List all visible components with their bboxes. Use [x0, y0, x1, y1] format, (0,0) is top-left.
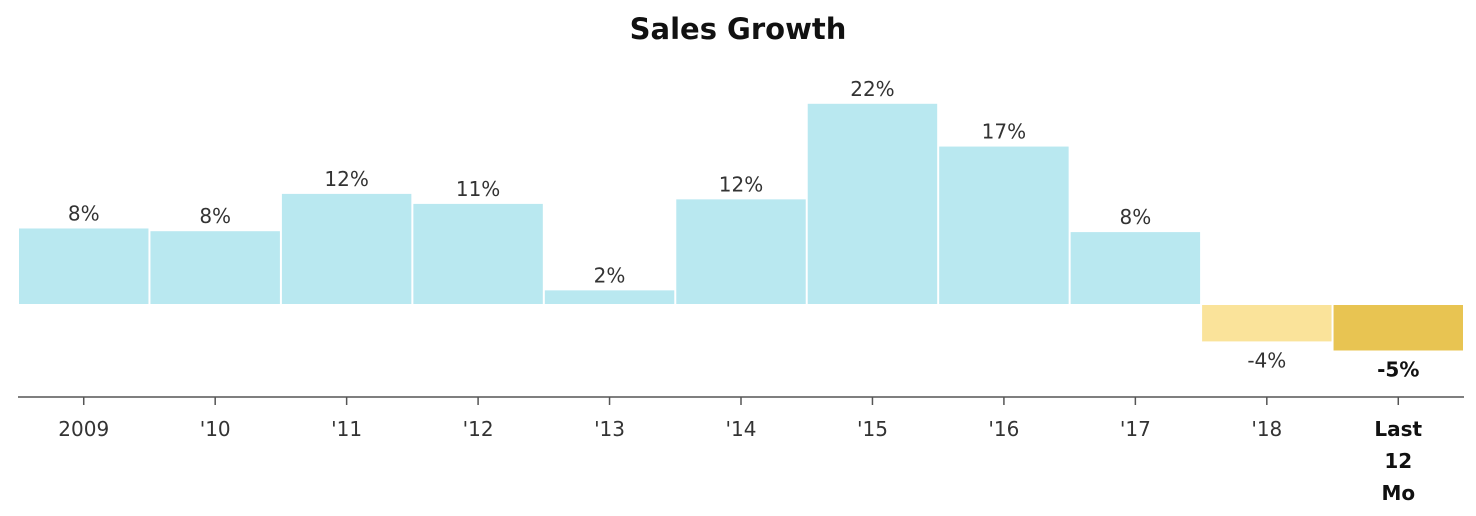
bar-10: [1333, 305, 1463, 351]
bar-3: [413, 203, 543, 304]
chart-title: Sales Growth: [629, 12, 847, 46]
x-tick-label-6: '15: [857, 417, 888, 441]
value-label-7: 17%: [982, 120, 1026, 144]
value-label-5: 12%: [719, 172, 763, 196]
x-tick-label-5: '14: [726, 417, 757, 441]
bar-6: [807, 103, 938, 304]
x-tick-label-2: '11: [331, 417, 362, 441]
x-tick-label-8: '17: [1120, 417, 1151, 441]
value-label-3: 11%: [456, 177, 500, 201]
x-tick-label-10-0: Last: [1374, 417, 1422, 441]
value-label-2: 12%: [324, 167, 368, 191]
x-tick-label-9: '18: [1251, 417, 1282, 441]
x-tick-label-10-1: 12: [1384, 449, 1412, 473]
x-tick-label-10-2: Mo: [1381, 481, 1415, 505]
bar-4: [544, 290, 675, 304]
value-label-8: 8%: [1119, 205, 1151, 229]
value-label-4: 2%: [594, 263, 626, 287]
bar-2: [281, 193, 412, 304]
x-tick-label-3: '12: [463, 417, 494, 441]
x-tick-label-1: '10: [200, 417, 231, 441]
bar-5: [676, 199, 806, 304]
value-label-10: -5%: [1377, 358, 1419, 382]
bar-7: [939, 146, 1069, 304]
x-tick-label-7: '16: [988, 417, 1019, 441]
x-tick-label-4: '13: [594, 417, 625, 441]
value-label-0: 8%: [68, 201, 100, 225]
value-label-6: 22%: [850, 77, 894, 101]
bar-8: [1070, 232, 1201, 304]
bar-0: [19, 228, 149, 304]
x-tick-label-0: 2009: [58, 417, 109, 441]
bar-1: [150, 231, 280, 304]
bar-9: [1202, 305, 1332, 342]
value-label-1: 8%: [199, 204, 231, 228]
value-label-9: -4%: [1247, 348, 1286, 372]
